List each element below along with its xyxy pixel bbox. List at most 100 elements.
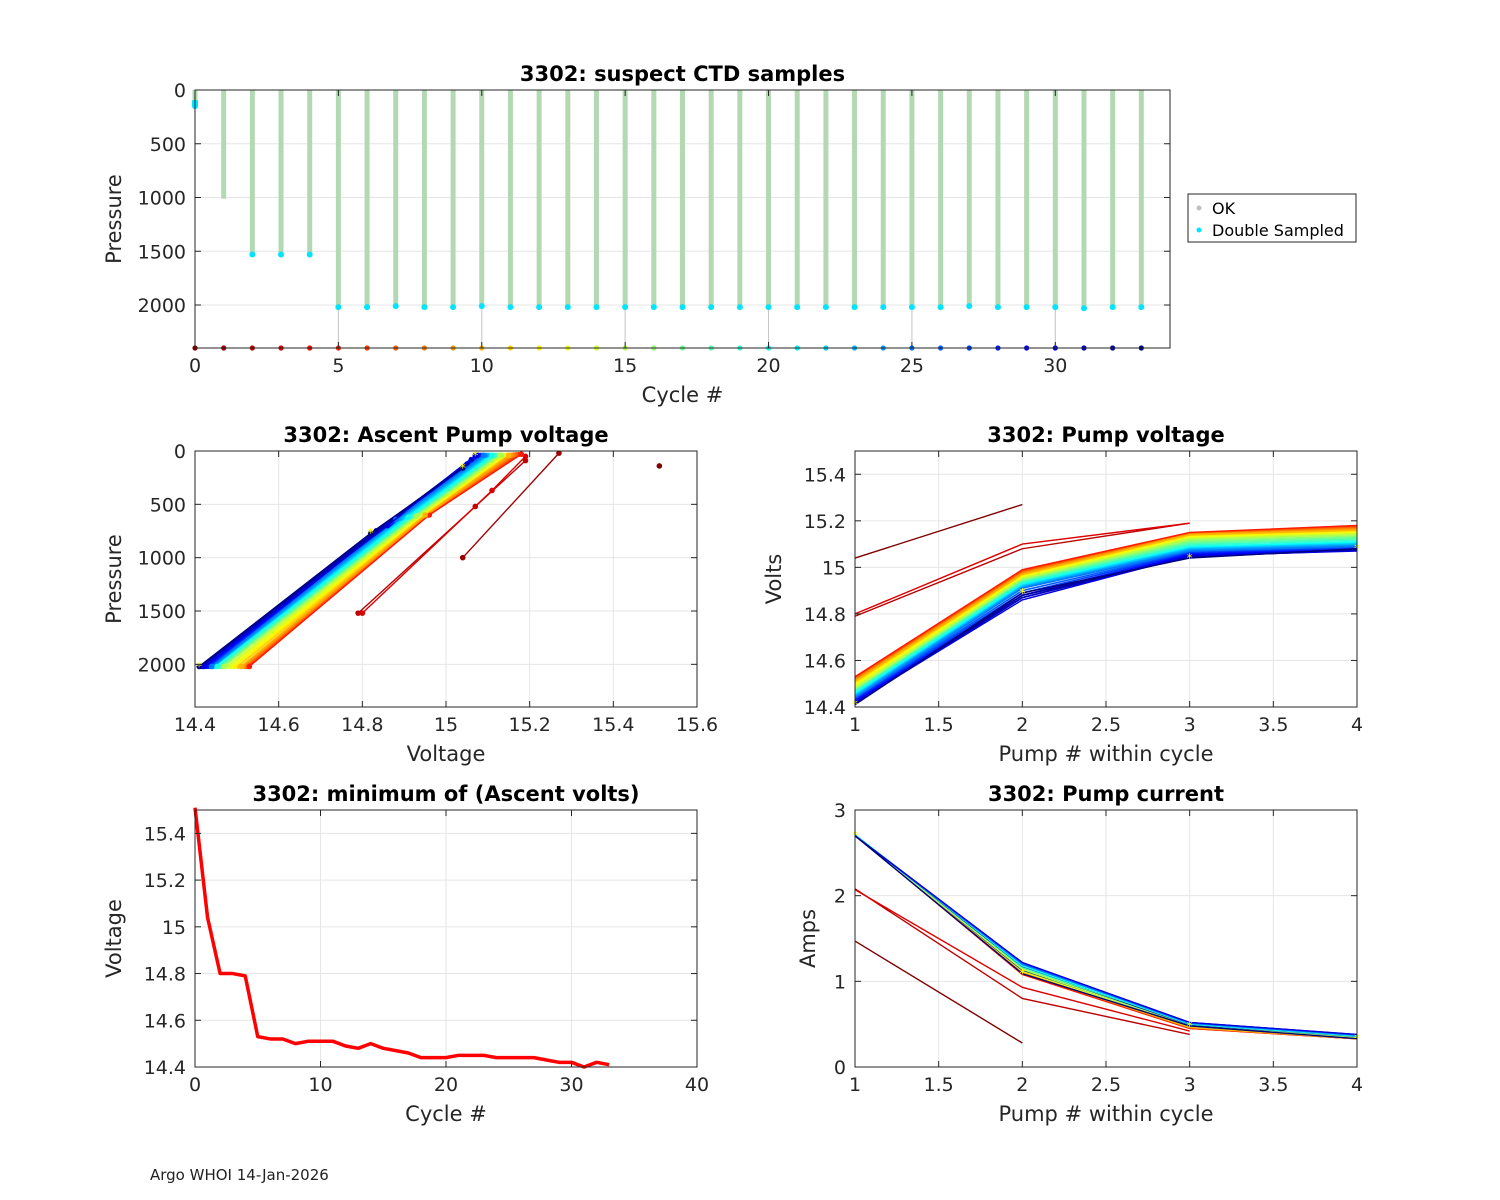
pump-voltage-interp-line [854,530,1358,684]
double-sampled-marker [708,304,715,311]
ascent-voltage-xtick-label: 14.6 [258,714,300,736]
min-volts-ytick-label: 15 [162,917,186,939]
ascent-series-point [459,465,466,471]
pump-voltage-xtick-label: 3 [1184,714,1196,736]
double-sampled-marker [478,303,485,310]
legend-box [1187,193,1357,243]
pump-current-series-line [854,889,1190,1032]
ascent-series-point [489,452,495,459]
double-sampled-marker [564,304,571,311]
double-sampled-marker [880,304,887,311]
double-sampled-marker [1138,304,1145,311]
ascent-highlight-marker: * [460,461,466,475]
suspect-xtick-label: 5 [332,355,344,377]
pump-current-series-line [854,940,1023,1044]
pump-voltage-chart: ****11.522.533.5414.414.614.81515.215.43… [762,423,1363,766]
ascent-voltage-ytick-label: 0 [174,441,186,463]
double-sampled-marker [765,304,772,311]
min-volts-ytick-label: 15.2 [144,870,186,892]
double-sampled-marker [650,304,657,311]
suspect-data-layer [192,90,1145,351]
double-sampled-marker [622,304,629,311]
suspect-ytick-label: 2000 [138,295,186,317]
ascent-highlight-marker: * [196,659,202,673]
pump-voltage-xlabel: Pump # within cycle [999,742,1214,766]
min-volts-chart: 0 10 20 30 40 14.4 14.6 14.8 15 15.2 15.4 3302: min… [102,782,709,1126]
ascent-series-point [422,512,428,518]
double-sampled-marker [450,304,457,311]
pump-current-ytick-label: 0 [834,1057,846,1079]
ascent-series-point [489,487,495,494]
ascent-highlight-marker: * [368,526,374,540]
ascent-voltage-xtick-label: 15.6 [676,714,718,736]
pump-voltage-interp-line [854,533,1358,688]
pump-current-xtick-label: 3 [1184,1074,1196,1096]
double-sampled-marker [507,304,514,311]
pump-voltage-xtick-label: 1.5 [924,714,954,736]
ascent-series-point [413,513,420,519]
double-sampled-marker [736,304,743,311]
ascent-voltage-ytick-label: 500 [150,494,186,516]
pump-voltage-series-line [854,522,1190,615]
pump-voltage-series-line [854,529,1358,682]
ascent-series-point [221,663,228,670]
pump-voltage-interp-line [854,547,1358,701]
pump-voltage-interp-line [854,548,1358,702]
pump-current-xtick-label: 1.5 [924,1074,954,1096]
min-volts-xtick-label: 30 [559,1074,583,1096]
ascent-voltage-ylabel: Pressure [102,534,126,624]
suspect-xtick-label: 15 [613,355,637,377]
ascent-voltage-data-layer: * * * * [196,448,663,673]
pump-current-xlabel: Pump # within cycle [999,1102,1214,1126]
suspect-chart: 0 5 10 15 20 25 30 0 500 1000 1500 2000 3302: suspec… [102,62,1171,407]
pump-voltage-series-line [854,541,1358,694]
double-sampled-marker [593,304,600,311]
ascent-voltage-ytick-label: 1500 [138,601,186,623]
ascent-series-point [196,663,202,670]
pump-voltage-interp-line [854,532,1358,687]
pump-current-highlight-marker: * [1019,967,1025,981]
double-sampled-marker [421,304,428,311]
double-sampled-marker [1052,304,1059,311]
double-sampled-marker [364,304,371,311]
pump-current-xtick-label: 2.5 [1091,1074,1121,1096]
ascent-series-point [405,514,412,520]
double-sampled-marker [1023,304,1030,311]
pump-current-xtick-label: 4 [1351,1074,1363,1096]
double-sampled-marker [306,251,313,258]
legend-double-sampled-swatch [1196,227,1202,233]
ascent-series-point [518,451,525,458]
double-sampled-marker [966,303,973,310]
ascent-series-point [522,453,529,460]
ascent-series-point [355,610,361,616]
ascent-series-point [208,663,215,670]
double-sampled-marker [392,303,399,310]
double-sampled-marker [1109,304,1116,311]
suspect-xtick-label: 30 [1043,355,1067,377]
pump-voltage-ylabel: Volts [762,554,786,605]
double-sampled-marker [937,304,944,311]
ascent-highlight-marker: * [472,448,478,462]
pump-current-highlight-marker: * [1187,1019,1193,1033]
ascent-series-point [480,452,487,459]
pump-voltage-ytick-label: 14.4 [804,697,846,719]
suspect-ytick-label: 1500 [138,241,186,263]
pump-current-data-layer: **** [852,829,1360,1046]
pump-current-ytick-label: 1 [834,971,846,993]
suspect-ytick-label: 1000 [138,188,186,210]
min-volts-xtick-label: 0 [189,1074,201,1096]
suspect-xtick-label: 10 [470,355,494,377]
ascent-voltage-xtick-label: 15.2 [509,714,551,736]
suspect-legend: OK Double Sampled [1187,193,1357,243]
min-volts-ytick-label: 15.4 [144,823,186,845]
pump-current-title: 3302: Pump current [988,782,1224,806]
ascent-series-point [472,452,479,459]
ascent-voltage-title: 3302: Ascent Pump voltage [283,423,608,447]
ascent-series-point [497,452,504,459]
ascent-series-point [246,663,253,670]
suspect-xlabel: Cycle # [642,383,724,407]
pump-voltage-title: 3302: Pump voltage [987,423,1225,447]
ascent-series-point [359,610,366,616]
